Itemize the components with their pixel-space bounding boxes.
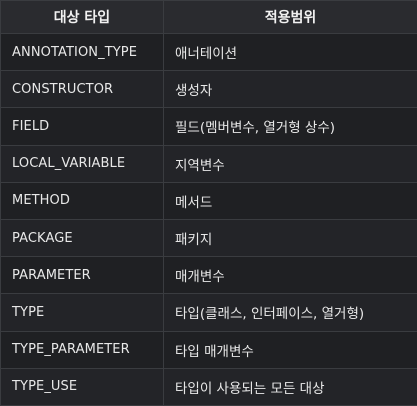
cell-scope: 메서드 [163, 181, 417, 220]
cell-target: TYPE [0, 293, 164, 332]
header-target-type: 대상 타입 [0, 0, 164, 34]
cell-target: CONSTRUCTOR [0, 70, 164, 109]
cell-scope: 생성자 [163, 70, 417, 109]
cell-scope: 애너테이션 [163, 32, 417, 72]
cell-target: PACKAGE [0, 218, 164, 258]
cell-target: FIELD [0, 107, 164, 146]
table-row: PACKAGE 패키지 [0, 218, 417, 258]
table-header: 대상 타입 적용범위 [0, 0, 417, 34]
cell-target: TYPE_PARAMETER [0, 330, 164, 369]
cell-scope: 필드(멤버변수, 열거형 상수) [163, 107, 417, 146]
cell-scope: 타입 매개변수 [163, 330, 417, 369]
cell-scope: 지역변수 [163, 144, 417, 183]
header-row: 대상 타입 적용범위 [0, 0, 417, 34]
table-row: LOCAL_VARIABLE 지역변수 [0, 144, 417, 183]
table-row: CONSTRUCTOR 생성자 [0, 70, 417, 109]
cell-scope: 타입이 사용되는 모든 대상 [163, 367, 417, 406]
cell-scope: 타입(클래스, 인터페이스, 열거형) [163, 293, 417, 332]
cell-target: TYPE_USE [0, 367, 164, 406]
cell-target: LOCAL_VARIABLE [0, 144, 164, 183]
cell-scope: 패키지 [163, 218, 417, 258]
cell-target: PARAMETER [0, 256, 164, 295]
table-row: TYPE_USE 타입이 사용되는 모든 대상 [0, 367, 417, 406]
table-row: ANNOTATION_TYPE 애너테이션 [0, 32, 417, 72]
table-row: TYPE 타입(클래스, 인터페이스, 열거형) [0, 293, 417, 332]
cell-target: ANNOTATION_TYPE [0, 32, 164, 72]
table-row: PARAMETER 매개변수 [0, 256, 417, 295]
table-row: METHOD 메서드 [0, 181, 417, 220]
table-row: TYPE_PARAMETER 타입 매개변수 [0, 330, 417, 369]
table-body: ANNOTATION_TYPE 애너테이션 CONSTRUCTOR 생성자 FI… [0, 32, 417, 406]
table-row: FIELD 필드(멤버변수, 열거형 상수) [0, 107, 417, 146]
header-scope: 적용범위 [163, 0, 417, 34]
cell-scope: 매개변수 [163, 256, 417, 295]
cell-target: METHOD [0, 181, 164, 220]
